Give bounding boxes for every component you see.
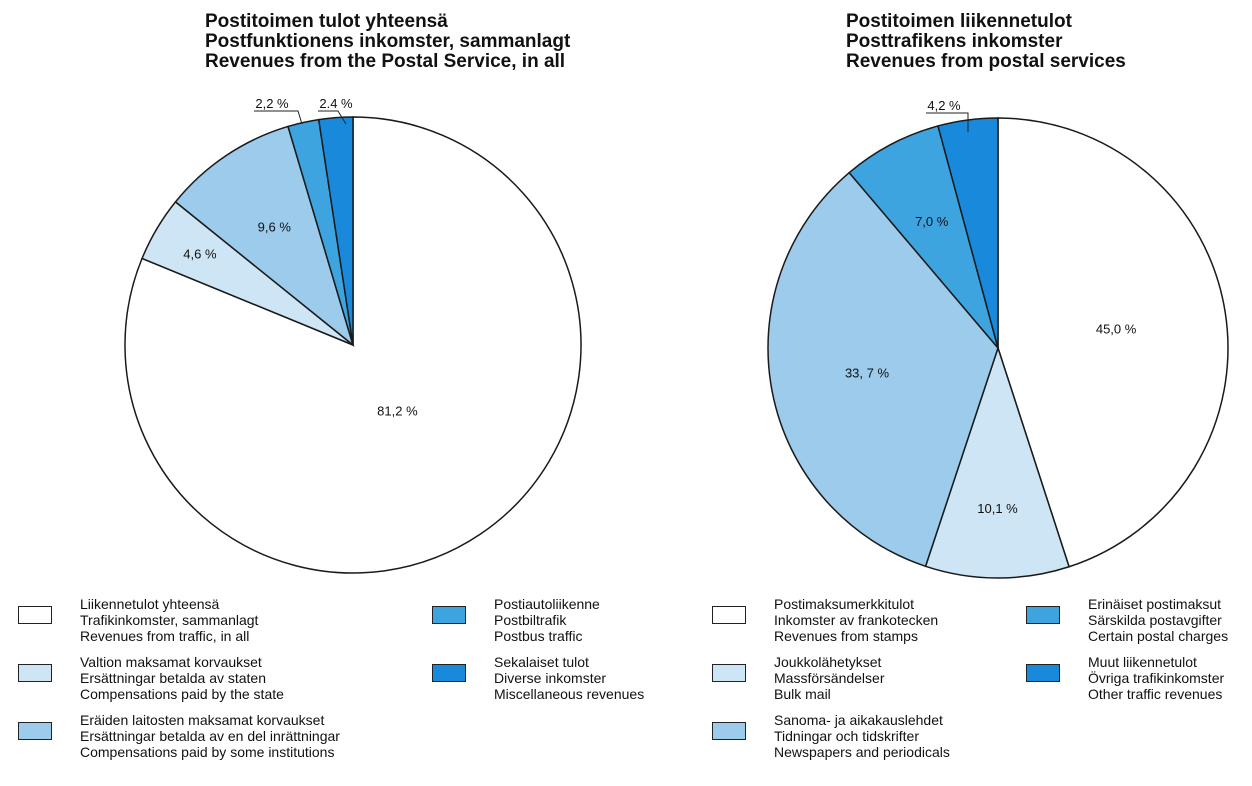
chart-title-postal-revenues: Postitoimen liikennetulot Posttrafikens … bbox=[846, 12, 1126, 72]
callout-line bbox=[254, 110, 303, 125]
legend-line: Diverse inkomster bbox=[494, 670, 607, 686]
legend-swatch bbox=[18, 664, 52, 682]
legend-swatch bbox=[18, 606, 52, 624]
legend-line: Revenues from stamps bbox=[774, 628, 918, 644]
slice-label: 9,6 % bbox=[258, 220, 292, 235]
legend-text: Liikennetulot yhteensä Trafikinkomster, s… bbox=[80, 596, 258, 644]
slice-label: 2,2 % bbox=[255, 96, 289, 111]
legend-text: Erinäiset postimaksut Särskilda postavgif… bbox=[1088, 596, 1228, 644]
pie-slice bbox=[997, 117, 1229, 568]
legend-line: Miscellaneous revenues bbox=[494, 686, 645, 702]
legend-swatch bbox=[712, 664, 746, 682]
legend-line: Bulk mail bbox=[774, 686, 831, 702]
legend-text: Muut liikennetulot Övriga trafikinkomster… bbox=[1088, 654, 1224, 702]
legend-line: Compensations paid by some institutions bbox=[80, 744, 335, 760]
slice-label: 81,2 % bbox=[377, 403, 418, 418]
legend-item: Valtion maksamat korvaukset Ersättningar … bbox=[18, 654, 284, 702]
legend-text: Sanoma- ja aikakauslehdet Tidningar och t… bbox=[774, 712, 950, 760]
slice-label: 2.4 % bbox=[319, 96, 353, 111]
legend-text: Postimaksumerkkitulot Inkomster av franko… bbox=[774, 596, 938, 644]
legend-text: Joukkolähetykset Massförsändelser Bulk mai… bbox=[774, 654, 885, 702]
legend-line: Muut liikennetulot bbox=[1088, 654, 1197, 670]
legend-line: Erinäiset postimaksut bbox=[1088, 596, 1222, 612]
legend-swatch bbox=[432, 664, 466, 682]
legend-line: Postbus traffic bbox=[494, 628, 583, 644]
title-line-en: Revenues from postal services bbox=[846, 51, 1126, 72]
legend-line: Ersättningar betalda av en del inrättnin… bbox=[80, 728, 340, 744]
legend-swatch bbox=[432, 606, 466, 624]
slice-label: 4,6 % bbox=[183, 247, 217, 262]
pie-slice bbox=[317, 116, 354, 346]
legend-line: Sekalaiset tulot bbox=[494, 654, 589, 670]
legend-line: Trafikinkomster, sammanlagt bbox=[80, 612, 259, 628]
legend-text: Eräiden laitosten maksamat korvaukset Ers… bbox=[80, 712, 340, 760]
legend-swatch bbox=[1026, 664, 1060, 682]
legend-line: Revenues from traffic, in all bbox=[80, 628, 250, 644]
legend-line: Postiautoliikenne bbox=[494, 596, 600, 612]
legend-line: Tidningar och tidskrifter bbox=[774, 728, 919, 744]
legend-line: Sanoma- ja aikakauslehdet bbox=[774, 712, 943, 728]
legend-line: Liikennetulot yhteensä bbox=[80, 596, 220, 612]
legend-line: Postimaksumerkkitulot bbox=[774, 596, 915, 612]
pie-total-revenues: 81,2 % 4,6 % 9,6 % 2,2 % 2.4 % bbox=[124, 96, 582, 574]
legend-line: Compensations paid by the state bbox=[80, 686, 284, 702]
legend-line: Postbiltrafik bbox=[494, 612, 567, 628]
pie-slice bbox=[924, 345, 1071, 579]
legend-line: Inkomster av frankotecken bbox=[774, 612, 939, 628]
legend-item: Postiautoliikenne Postbiltrafik Postbus tr… bbox=[432, 596, 600, 644]
legend-line: Massförsändelser bbox=[774, 670, 885, 686]
legend-item: Erinäiset postimaksut Särskilda postavgif… bbox=[1026, 596, 1228, 644]
pie-slice bbox=[174, 125, 355, 348]
legend-item: Joukkolähetykset Massförsändelser Bulk mai… bbox=[712, 654, 885, 702]
title-line-sv: Postfunktionens inkomster, sammanlagt bbox=[205, 31, 571, 52]
legend-line: Övriga trafikinkomster bbox=[1088, 670, 1225, 686]
callout-line bbox=[926, 112, 969, 132]
legend-item: Liikennetulot yhteensä Trafikinkomster, s… bbox=[18, 596, 258, 644]
legend-swatch bbox=[712, 606, 746, 624]
slice-label: 45,0 % bbox=[1096, 321, 1137, 336]
legend-text: Valtion maksamat korvaukset Ersättningar … bbox=[80, 654, 284, 702]
title-line-sv: Posttrafikens inkomster bbox=[846, 31, 1063, 52]
legend-text: Postiautoliikenne Postbiltrafik Postbus tr… bbox=[494, 596, 600, 644]
legend-line: Newspapers and periodicals bbox=[774, 744, 950, 760]
legend-item: Sanoma- ja aikakauslehdet Tidningar och t… bbox=[712, 712, 950, 760]
legend-item: Eräiden laitosten maksamat korvaukset Ers… bbox=[18, 712, 340, 760]
pie-postal-revenues: 45,0 % 10,1 % 33, 7 % 7,0 % 4,2 % bbox=[767, 98, 1229, 579]
title-line-fi: Postitoimen liikennetulot bbox=[846, 11, 1072, 32]
pie-slice bbox=[848, 125, 999, 349]
title-line-en: Revenues from the Postal Service, in all bbox=[205, 51, 566, 72]
legend-line: Joukkolähetykset bbox=[774, 654, 882, 670]
legend-swatch bbox=[1026, 606, 1060, 624]
chart-title-total-revenues: Postitoimen tulot yhteensä Postfunktione… bbox=[205, 12, 570, 72]
slice-label: 33, 7 % bbox=[845, 365, 890, 380]
legend-line: Ersättningar betalda av staten bbox=[80, 670, 267, 686]
legend-line: Valtion maksamat korvaukset bbox=[80, 654, 262, 670]
callout-line bbox=[318, 110, 347, 125]
slice-label: 4,2 % bbox=[927, 98, 961, 113]
title-line-fi: Postitoimen tulot yhteensä bbox=[205, 11, 448, 32]
legend-line: Eräiden laitosten maksamat korvaukset bbox=[80, 712, 325, 728]
legend-text: Sekalaiset tulot Diverse inkomster Miscell… bbox=[494, 654, 644, 702]
slice-label: 7,0 % bbox=[915, 214, 949, 229]
legend-swatch bbox=[18, 722, 52, 740]
legend-item: Postimaksumerkkitulot Inkomster av franko… bbox=[712, 596, 938, 644]
slice-label: 10,1 % bbox=[977, 501, 1018, 516]
legend-line: Särskilda postavgifter bbox=[1088, 612, 1222, 628]
legend-line: Other traffic revenues bbox=[1088, 686, 1223, 702]
pie-slice bbox=[767, 171, 999, 568]
legend-line: Certain postal charges bbox=[1088, 628, 1229, 644]
pie-slice bbox=[124, 116, 582, 574]
legend-item: Sekalaiset tulot Diverse inkomster Miscell… bbox=[432, 654, 644, 702]
legend-swatch bbox=[712, 722, 746, 740]
legend-item: Muut liikennetulot Övriga trafikinkomster… bbox=[1026, 654, 1224, 702]
